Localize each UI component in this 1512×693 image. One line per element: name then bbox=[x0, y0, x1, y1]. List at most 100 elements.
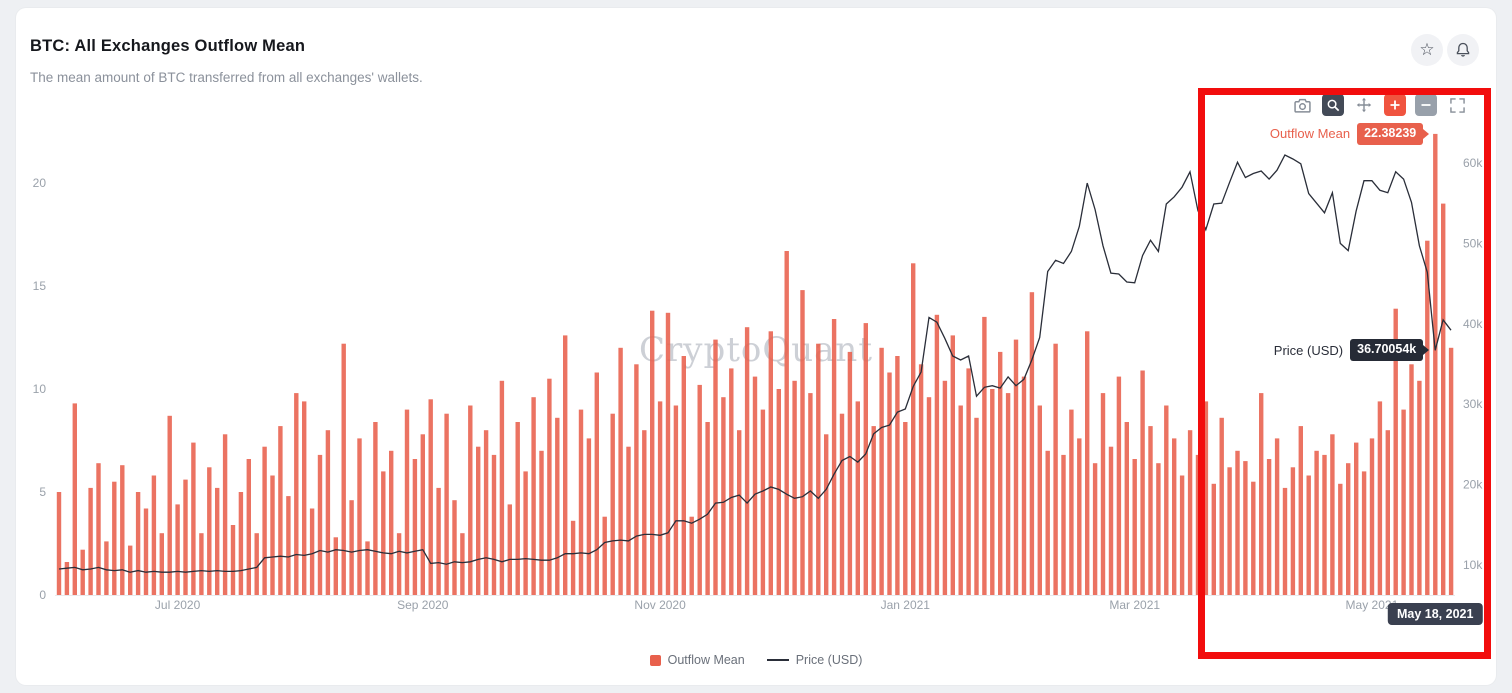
outflow-bar[interactable] bbox=[341, 343, 346, 595]
modebar-zoom-select-button[interactable] bbox=[1322, 94, 1344, 116]
outflow-bar[interactable] bbox=[650, 310, 655, 595]
outflow-bar[interactable] bbox=[578, 409, 584, 595]
outflow-bar[interactable] bbox=[547, 378, 552, 595]
outflow-bar[interactable] bbox=[1243, 461, 1248, 595]
outflow-bar[interactable] bbox=[744, 327, 750, 595]
outflow-bar[interactable] bbox=[1425, 240, 1430, 595]
outflow-bar[interactable] bbox=[958, 405, 963, 596]
outflow-bar[interactable] bbox=[824, 434, 829, 595]
outflow-bar[interactable] bbox=[998, 351, 1003, 595]
outflow-bar[interactable] bbox=[286, 496, 291, 595]
outflow-bar[interactable] bbox=[1409, 364, 1414, 595]
outflow-bar[interactable] bbox=[531, 397, 536, 595]
outflow-bar[interactable] bbox=[1092, 463, 1098, 595]
outflow-bar[interactable] bbox=[1211, 483, 1216, 595]
outflow-bar[interactable] bbox=[1433, 133, 1438, 595]
outflow-bar[interactable] bbox=[317, 454, 323, 595]
outflow-bar[interactable] bbox=[1219, 417, 1224, 595]
outflow-bar[interactable] bbox=[1282, 487, 1288, 595]
price-line[interactable] bbox=[58, 154, 1452, 573]
outflow-bar[interactable] bbox=[1100, 393, 1106, 595]
outflow-bar[interactable] bbox=[1132, 459, 1137, 595]
outflow-bar[interactable] bbox=[373, 422, 378, 595]
outflow-bar[interactable] bbox=[135, 492, 141, 595]
modebar-zoom-in-button[interactable] bbox=[1384, 94, 1406, 116]
outflow-bar[interactable] bbox=[982, 316, 987, 595]
outflow-bar[interactable] bbox=[1005, 393, 1011, 595]
outflow-bar[interactable] bbox=[1235, 450, 1240, 595]
outflow-bar[interactable] bbox=[523, 471, 528, 595]
alerts-button[interactable] bbox=[1447, 34, 1479, 66]
outflow-bar[interactable] bbox=[309, 508, 315, 596]
outflow-bar[interactable] bbox=[1441, 203, 1446, 595]
outflow-bar[interactable] bbox=[302, 401, 307, 595]
outflow-bar[interactable] bbox=[491, 454, 497, 595]
outflow-bar[interactable] bbox=[215, 487, 220, 595]
outflow-bar[interactable] bbox=[460, 533, 465, 595]
outflow-bar[interactable] bbox=[1393, 308, 1398, 595]
outflow-bar[interactable] bbox=[729, 368, 734, 595]
outflow-bar[interactable] bbox=[950, 335, 955, 595]
chart-plot-area[interactable]: 0 5 10 15 20 10k 20k 30k 40k 50k 60k Jul 2020 Sep 20… bbox=[16, 8, 1496, 685]
outflow-bar[interactable] bbox=[1266, 459, 1272, 595]
outflow-bar[interactable] bbox=[784, 251, 789, 595]
outflow-bar[interactable] bbox=[847, 351, 853, 595]
outflow-bar[interactable] bbox=[507, 504, 512, 595]
outflow-bar[interactable] bbox=[499, 380, 505, 595]
outflow-bar[interactable] bbox=[1156, 463, 1161, 595]
outflow-bar[interactable] bbox=[1322, 454, 1327, 595]
outflow-bar[interactable] bbox=[618, 347, 623, 595]
outflow-bar[interactable] bbox=[80, 549, 85, 595]
outflow-bar[interactable] bbox=[768, 331, 773, 595]
outflow-bar[interactable] bbox=[64, 562, 70, 595]
outflow-bar[interactable] bbox=[365, 541, 370, 595]
outflow-bar[interactable] bbox=[1354, 442, 1359, 595]
outflow-bar[interactable] bbox=[570, 520, 576, 595]
outflow-bar[interactable] bbox=[1251, 481, 1256, 595]
outflow-bar[interactable] bbox=[1195, 454, 1201, 595]
outflow-bar[interactable] bbox=[262, 446, 267, 595]
outflow-bar[interactable] bbox=[871, 426, 876, 595]
outflow-bar[interactable] bbox=[270, 475, 275, 596]
outflow-bar[interactable] bbox=[404, 409, 410, 595]
outflow-bar[interactable] bbox=[1448, 347, 1454, 595]
outflow-bar[interactable] bbox=[325, 430, 331, 595]
outflow-bar[interactable] bbox=[1417, 380, 1422, 595]
outflow-bar[interactable] bbox=[760, 409, 766, 595]
outflow-bar[interactable] bbox=[1077, 438, 1082, 595]
outflow-bar[interactable] bbox=[436, 487, 441, 595]
outflow-bar[interactable] bbox=[689, 516, 694, 595]
outflow-bar[interactable] bbox=[831, 319, 837, 595]
outflow-bar[interactable] bbox=[974, 417, 979, 595]
outflow-bar[interactable] bbox=[476, 446, 481, 595]
outflow-bar[interactable] bbox=[1274, 438, 1280, 595]
outflow-bar[interactable] bbox=[1085, 331, 1090, 595]
outflow-bar[interactable] bbox=[88, 487, 93, 595]
outflow-bar[interactable] bbox=[1346, 463, 1351, 595]
outflow-bar[interactable] bbox=[357, 438, 362, 595]
outflow-bar[interactable] bbox=[626, 446, 631, 595]
outflow-bar[interactable] bbox=[586, 438, 592, 595]
outflow-bar[interactable] bbox=[1179, 475, 1185, 596]
outflow-bar[interactable] bbox=[911, 263, 916, 595]
outflow-bar[interactable] bbox=[112, 481, 117, 595]
outflow-bar[interactable] bbox=[895, 356, 900, 595]
outflow-bar[interactable] bbox=[681, 356, 686, 595]
outflow-bar[interactable] bbox=[594, 372, 599, 596]
outflow-bar[interactable] bbox=[705, 422, 710, 595]
outflow-bar[interactable] bbox=[167, 415, 172, 595]
outflow-bar[interactable] bbox=[776, 389, 781, 595]
outflow-bar[interactable] bbox=[1298, 426, 1303, 595]
outflow-bar[interactable] bbox=[294, 393, 299, 595]
outflow-bar[interactable] bbox=[428, 399, 433, 595]
outflow-bar[interactable] bbox=[175, 504, 180, 595]
outflow-bar[interactable] bbox=[1045, 450, 1050, 595]
modebar-zoom-out-button[interactable] bbox=[1415, 94, 1437, 116]
outflow-bar[interactable] bbox=[1164, 405, 1169, 596]
outflow-bar[interactable] bbox=[752, 376, 758, 595]
outflow-bar[interactable] bbox=[230, 525, 236, 595]
outflow-bar[interactable] bbox=[1290, 467, 1296, 595]
outflow-bar[interactable] bbox=[199, 533, 204, 595]
outflow-bar[interactable] bbox=[56, 492, 62, 595]
outflow-bar[interactable] bbox=[183, 479, 188, 595]
